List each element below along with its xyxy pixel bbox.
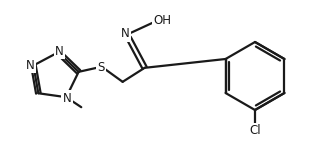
Text: N: N	[63, 92, 72, 105]
Text: N: N	[26, 59, 35, 72]
Text: N: N	[121, 27, 130, 40]
Text: N: N	[55, 45, 64, 58]
Text: S: S	[97, 61, 104, 74]
Text: Cl: Cl	[249, 125, 261, 137]
Text: OH: OH	[154, 14, 172, 27]
